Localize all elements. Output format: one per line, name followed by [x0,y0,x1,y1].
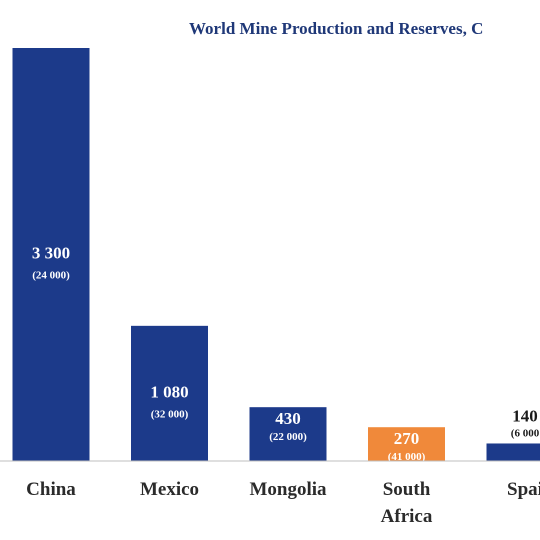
chart-title: World Mine Production and Reserves, C [189,19,483,38]
value-label: 3 300 [32,244,70,263]
category-label: South [383,479,431,500]
bars-group: 3 300 (24 000) 1 080 (32 000) 430 (22 000) 270… [12,48,540,463]
value-label: 1 080 [150,382,188,401]
value-label: 430 [275,409,301,428]
bar-mexico [131,325,208,461]
category-label: China [26,479,76,500]
bar-china [12,48,90,461]
value-label: 140 [512,406,538,425]
category-label: Mexico [140,479,199,500]
reserve-label: (6 000 [511,427,540,439]
category-label: Mongolia [249,479,327,500]
value-label: 270 [394,429,420,448]
reserve-label: (22 000) [269,431,307,443]
bar-mongolia [249,407,327,461]
category-label: Africa [381,506,433,527]
reserve-label: (41 000) [388,451,426,463]
bar-spai [486,443,540,461]
reserve-label: (32 000) [151,408,189,420]
category-label: Spai [507,479,540,500]
category-labels: China Mexico Mongolia South Africa Spai [26,479,540,527]
bar-south-africa [368,427,445,461]
reserve-label: (24 000) [32,270,70,282]
